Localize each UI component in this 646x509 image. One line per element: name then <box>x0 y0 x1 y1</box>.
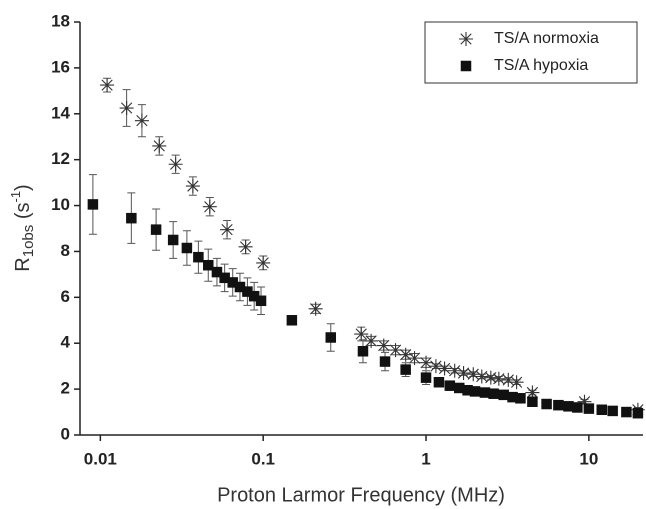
star-marker <box>447 363 462 378</box>
square-marker <box>572 402 583 413</box>
square-marker <box>563 401 574 412</box>
star-marker <box>501 372 516 387</box>
star-marker <box>398 347 413 362</box>
square-marker <box>541 398 552 410</box>
square-marker <box>379 356 391 367</box>
y-tick-label: 8 <box>61 241 70 260</box>
y-tick-label: 18 <box>51 11 70 30</box>
x-tick-label: 0.1 <box>251 449 275 468</box>
star-marker <box>483 370 498 385</box>
square-marker <box>227 277 238 288</box>
star-marker <box>220 222 235 237</box>
square-marker <box>357 346 369 357</box>
square-marker <box>167 234 179 246</box>
square-marker <box>248 290 260 302</box>
square-marker <box>420 372 432 383</box>
y-tick-label: 14 <box>51 103 70 122</box>
square-marker <box>242 286 253 297</box>
square-marker <box>325 332 337 343</box>
star-marker <box>256 255 271 270</box>
square-marker <box>286 315 298 326</box>
star-marker <box>419 355 434 370</box>
square-marker <box>211 266 223 278</box>
star-marker <box>100 78 115 93</box>
y-title-sup: -1 <box>8 191 23 203</box>
square-marker <box>596 404 608 416</box>
legend-label: TS/A normoxia <box>494 30 599 47</box>
square-marker <box>469 386 481 397</box>
star-marker <box>185 179 200 194</box>
star-marker <box>202 199 217 214</box>
x-axis-title: Proton Larmor Frequency (MHz) <box>217 484 505 506</box>
square-marker <box>181 242 193 254</box>
square-marker <box>498 389 509 401</box>
square-marker <box>527 396 538 407</box>
star-marker <box>428 359 443 374</box>
square-marker <box>255 295 267 307</box>
y-tick-label: 10 <box>51 195 70 214</box>
square-marker <box>219 272 230 284</box>
star-marker <box>456 366 471 381</box>
star-marker <box>238 239 253 254</box>
star-marker <box>437 361 452 376</box>
x-tick-label: 1 <box>421 449 430 468</box>
y-axis-title: R1obs (s-1) <box>8 184 37 271</box>
star-marker <box>525 385 540 400</box>
star-marker <box>388 343 403 358</box>
y-tick-label: 16 <box>51 57 70 76</box>
square-marker <box>632 407 644 419</box>
y-tick-label: 6 <box>61 287 70 306</box>
y-tick-label: 12 <box>51 149 70 168</box>
square-marker <box>203 259 214 271</box>
star-marker <box>364 333 379 348</box>
star-marker <box>459 32 473 46</box>
x-tick-label: 10 <box>579 449 598 468</box>
square-marker <box>454 382 465 394</box>
x-tick-label: 0.01 <box>84 449 117 468</box>
star-marker <box>134 113 149 128</box>
square-marker <box>583 403 595 414</box>
legend-label: TS/A hypoxia <box>494 57 588 74</box>
square-marker <box>400 364 411 375</box>
square-marker <box>193 251 204 263</box>
y-tick-label: 0 <box>61 424 70 443</box>
square-marker <box>621 406 632 418</box>
y-title-sub: 1obs <box>20 225 37 258</box>
square-marker <box>460 60 472 72</box>
square-marker <box>150 224 162 235</box>
square-marker <box>462 385 473 396</box>
star-marker <box>308 301 323 316</box>
square-marker <box>515 393 526 404</box>
star-marker <box>407 351 422 366</box>
square-marker <box>87 199 99 210</box>
square-marker <box>488 388 499 399</box>
y-title-base: R <box>12 257 34 271</box>
y-tick-label: 4 <box>61 333 71 352</box>
square-marker <box>553 399 564 411</box>
square-marker <box>444 380 456 391</box>
star-marker <box>354 327 369 342</box>
star-marker <box>577 394 592 409</box>
star-marker <box>491 371 506 386</box>
star-marker <box>474 369 489 384</box>
square-marker <box>234 281 246 293</box>
star-marker <box>466 367 481 382</box>
square-marker <box>479 387 491 398</box>
star-marker <box>119 101 134 116</box>
y-tick-label: 2 <box>61 379 70 398</box>
y-title-end: ) <box>12 184 34 191</box>
star-marker <box>168 157 183 172</box>
legend-box <box>424 21 638 84</box>
square-marker <box>433 376 445 388</box>
square-marker <box>507 391 518 403</box>
star-marker <box>152 138 167 153</box>
square-marker <box>607 405 618 417</box>
star-marker <box>509 375 524 390</box>
square-marker <box>126 212 137 224</box>
star-marker <box>376 338 391 353</box>
y-title-mid: (s <box>12 203 34 225</box>
